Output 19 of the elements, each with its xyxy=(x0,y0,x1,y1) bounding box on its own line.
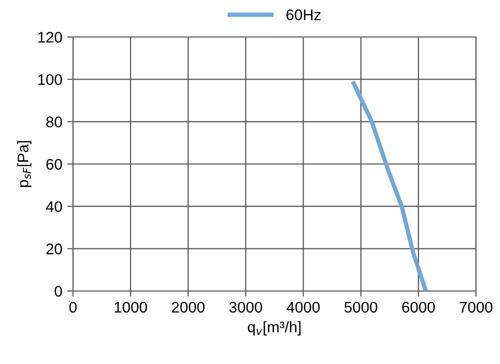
x-tick-label: 5000 xyxy=(344,302,378,313)
y-axis-title: p$_{sF}$[Pa] xyxy=(17,141,32,187)
x-axis-title: q$_{v}$[m³/h] xyxy=(248,321,301,336)
x-tick-label: 4000 xyxy=(286,302,320,313)
x-tick-label: 3000 xyxy=(229,302,262,313)
legend-label: 60Hz xyxy=(286,9,321,20)
x-tick-label: 7000 xyxy=(460,302,492,313)
x-tick-label: 2000 xyxy=(172,302,205,313)
line-series xyxy=(350,79,428,291)
y-tick-label: 0 xyxy=(54,286,62,297)
y-tick-label: 60 xyxy=(46,158,62,170)
y-tick-label: 40 xyxy=(46,201,62,212)
y-tick-label: 20 xyxy=(46,244,62,254)
x-tick-label: 1000 xyxy=(114,302,147,313)
y-tick-label: 120 xyxy=(38,32,62,43)
y-tick-label: 100 xyxy=(38,74,62,86)
x-tick-label: 0 xyxy=(69,302,77,313)
y-tick-label: 80 xyxy=(46,116,62,128)
x-tick-label: 6000 xyxy=(402,302,435,313)
